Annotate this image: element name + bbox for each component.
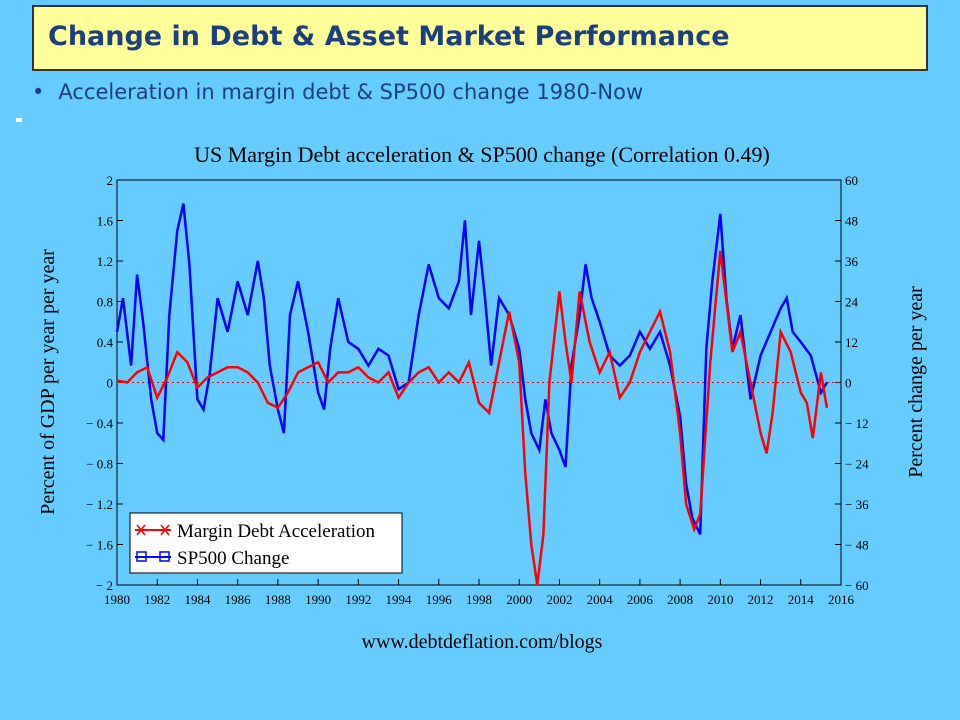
chart-footer-url: www.debtdeflation.com/blogs	[362, 631, 603, 653]
x-tick-label: 2004	[587, 592, 614, 607]
y-right-tick-label: − 36	[845, 497, 869, 512]
bullet-line: • Acceleration in margin debt & SP500 cha…	[32, 80, 643, 104]
sp500-line	[115, 203, 828, 535]
legend-marker-sp500	[135, 551, 171, 562]
legend-marker-margin	[135, 524, 171, 536]
x-tick-label: 2002	[546, 592, 572, 607]
y-left-tick-label: − 2	[96, 578, 113, 593]
y-right-tick-label: − 12	[845, 416, 869, 431]
y-right-tick-label: 60	[845, 173, 858, 188]
margin-debt-line	[116, 250, 829, 586]
legend-label-margin: Margin Debt Acceleration	[177, 521, 376, 542]
y-left-tick-label: − 0.8	[86, 457, 113, 472]
legend-box	[129, 512, 403, 574]
y-right-tick-label: − 48	[845, 538, 869, 553]
legend-label-sp500: SP500 Change	[177, 548, 289, 569]
y-axis-left-label: Percent of GDP per year per year	[37, 249, 59, 515]
y-right-tick-label: − 24	[845, 457, 869, 472]
x-tick-label: 2010	[707, 592, 733, 607]
y-right-tick-label: 48	[845, 214, 858, 229]
slide-title: Change in Debt & Asset Market Performanc…	[48, 21, 730, 52]
x-tick-label: 2016	[828, 592, 855, 607]
y-left-tick-label: 0	[107, 376, 114, 391]
title-box: Change in Debt & Asset Market Performanc…	[32, 5, 928, 71]
x-tick-label: 2000	[506, 592, 532, 607]
y-right-tick-label: − 60	[845, 578, 869, 593]
chart-title: US Margin Debt acceleration & SP500 chan…	[194, 142, 770, 167]
y-left-tick-label: 2	[107, 173, 114, 188]
y-left-tick-label: 1.6	[97, 214, 114, 229]
bullet-text: Acceleration in margin debt & SP500 chan…	[58, 80, 644, 104]
y-left-tick-label: 0.4	[97, 335, 114, 350]
x-tick-label: 2012	[748, 592, 774, 607]
x-tick-label: 1984	[184, 592, 211, 607]
y-left-tick-label: 0.8	[97, 295, 113, 310]
x-tick-label: 1990	[305, 592, 331, 607]
x-tick-label: 1996	[426, 592, 453, 607]
y-left-tick-labels: 2 1.6 1.2 0.8 0.4 0 − 0.4 − 0.8 − 1.2 − 1.6 − 2	[86, 173, 113, 593]
x-tick-label: 2008	[667, 592, 693, 607]
x-tick-label: 1994	[386, 592, 413, 607]
x-tick-label: 1982	[144, 592, 170, 607]
x-tick-label: 2006	[627, 592, 654, 607]
decorative-dash	[16, 118, 22, 122]
y-right-tick-label: 36	[845, 254, 859, 269]
bullet-icon: •	[32, 80, 45, 104]
y-right-tick-label: 12	[845, 335, 858, 350]
y-left-tick-label: 1.2	[97, 254, 113, 269]
y-left-tick-label: − 0.4	[86, 416, 113, 431]
x-tick-label: 2014	[788, 592, 815, 607]
y-axis-right-label: Percent change per year	[905, 286, 927, 478]
x-tick-labels: 1980 1982 1984 1986 1988 1990 1992 1994 1996 1998…	[104, 592, 855, 607]
x-tick-label: 1980	[104, 592, 130, 607]
legend: Margin Debt Acceleration SP500 Change	[129, 512, 403, 574]
y-right-tick-label: 0	[845, 376, 852, 391]
y-right-tick-label: 24	[845, 295, 859, 310]
y-right-tick-labels: 60 48 36 24 12 0 − 12 − 24 − 36 − 48 − 60	[845, 173, 869, 593]
y-left-tick-label: − 1.6	[86, 538, 113, 553]
y-left-tick-label: − 1.2	[86, 497, 113, 512]
x-tick-label: 1992	[345, 592, 371, 607]
x-tick-label: 1988	[265, 592, 291, 607]
x-tick-label: 1986	[225, 592, 252, 607]
x-tick-label: 1998	[466, 592, 492, 607]
